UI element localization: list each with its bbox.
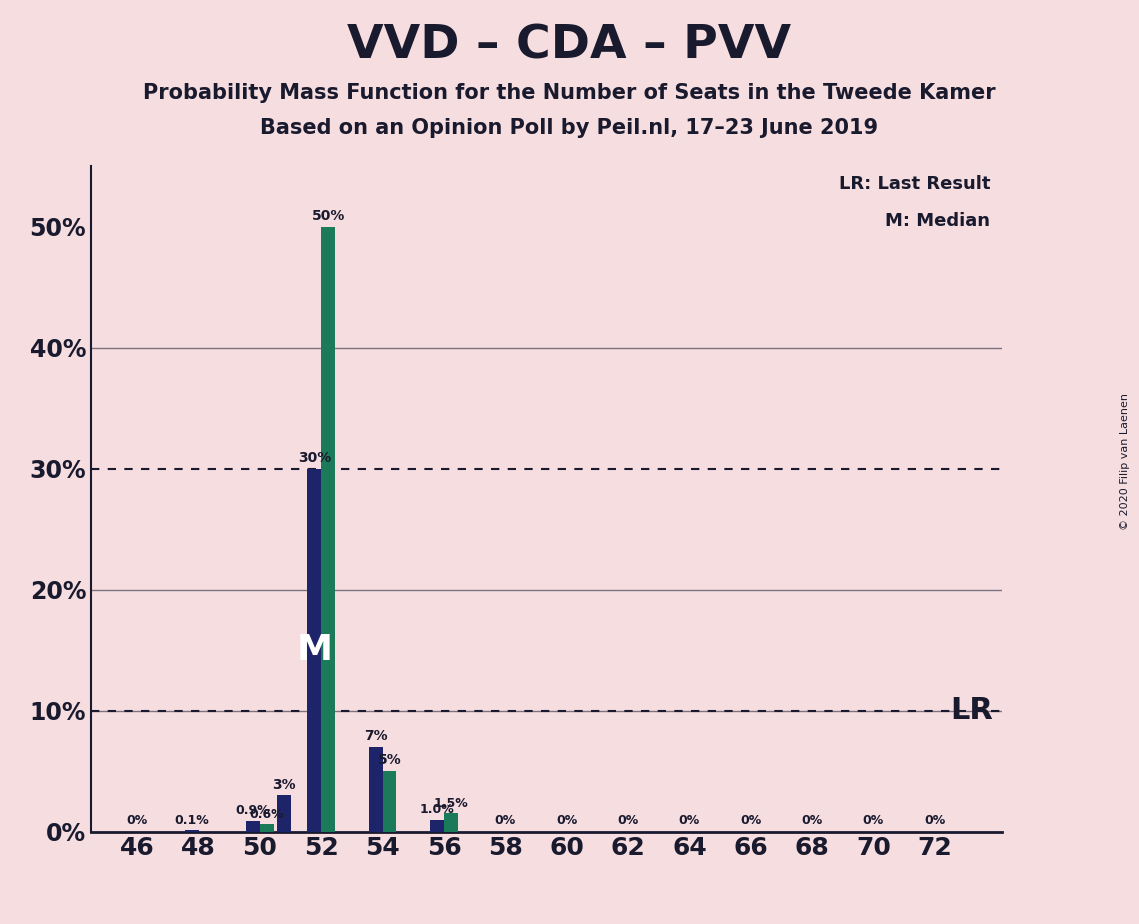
Text: LR: LR — [950, 696, 993, 725]
Bar — [431, 820, 444, 832]
Bar — [277, 796, 290, 832]
Text: 0%: 0% — [494, 814, 516, 827]
Text: © 2020 Filip van Laenen: © 2020 Filip van Laenen — [1121, 394, 1130, 530]
Bar — [444, 813, 458, 832]
Text: M: M — [296, 633, 333, 667]
Text: 0%: 0% — [556, 814, 577, 827]
Text: 0%: 0% — [617, 814, 639, 827]
Bar — [369, 747, 383, 832]
Text: 0%: 0% — [126, 814, 148, 827]
Text: 0%: 0% — [679, 814, 700, 827]
Text: 0.6%: 0.6% — [249, 808, 284, 821]
Text: 0%: 0% — [740, 814, 761, 827]
Text: 7%: 7% — [363, 729, 387, 743]
Text: 1.5%: 1.5% — [434, 796, 468, 809]
Text: Probability Mass Function for the Number of Seats in the Tweede Kamer: Probability Mass Function for the Number… — [144, 83, 995, 103]
Text: 0%: 0% — [924, 814, 945, 827]
Text: 0%: 0% — [863, 814, 884, 827]
Text: 0.9%: 0.9% — [236, 804, 270, 817]
Bar — [321, 226, 335, 832]
Text: 0.1%: 0.1% — [174, 814, 208, 827]
Bar — [260, 824, 273, 832]
Text: 50%: 50% — [311, 209, 345, 224]
Bar — [383, 772, 396, 832]
Text: M: Median: M: Median — [885, 212, 990, 230]
Bar — [246, 821, 260, 832]
Text: 3%: 3% — [272, 778, 295, 792]
Text: 1.0%: 1.0% — [419, 803, 454, 816]
Text: VVD – CDA – PVV: VVD – CDA – PVV — [347, 23, 792, 68]
Text: 0%: 0% — [802, 814, 822, 827]
Bar — [185, 831, 198, 832]
Text: Based on an Opinion Poll by Peil.nl, 17–23 June 2019: Based on an Opinion Poll by Peil.nl, 17–… — [261, 118, 878, 139]
Text: LR: Last Result: LR: Last Result — [838, 176, 990, 193]
Bar — [308, 468, 321, 832]
Text: 5%: 5% — [378, 753, 401, 768]
Text: 30%: 30% — [297, 451, 331, 465]
